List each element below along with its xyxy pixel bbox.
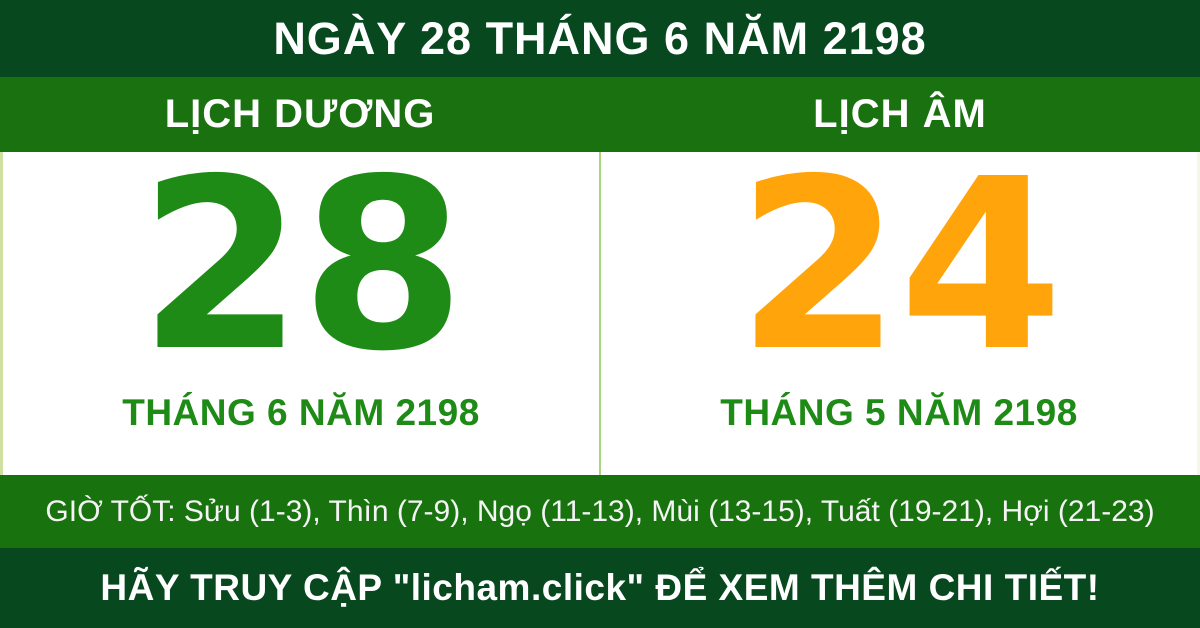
solar-day-number: 28 — [138, 152, 465, 403]
lunar-calendar-label: LỊCH ÂM — [813, 92, 987, 136]
footer-text: HÃY TRUY CẬP "licham.click" ĐỂ XEM THÊM … — [100, 567, 1100, 608]
solar-month-year: THÁNG 6 NĂM 2198 — [122, 392, 480, 433]
footer-banner: HÃY TRUY CẬP "licham.click" ĐỂ XEM THÊM … — [0, 548, 1200, 628]
good-hours-bar: GIỜ TỐT: Sửu (1-3), Thìn (7-9), Ngọ (11-… — [0, 475, 1200, 548]
date-banner: NGÀY 28 THÁNG 6 NĂM 2198 — [0, 0, 1200, 77]
calendar-type-band: LỊCH DƯƠNG LỊCH ÂM — [0, 77, 1200, 152]
good-hours-text: GIỜ TỐT: Sửu (1-3), Thìn (7-9), Ngọ (11-… — [45, 494, 1155, 528]
lunar-panel: 24 THÁNG 5 NĂM 2198 — [601, 152, 1197, 475]
lunar-day-number: 24 — [736, 152, 1063, 403]
solar-calendar-label: LỊCH DƯƠNG — [164, 92, 436, 136]
panel-divider — [599, 152, 601, 475]
solar-panel: 28 THÁNG 6 NĂM 2198 — [3, 152, 599, 475]
date-banner-title: NGÀY 28 THÁNG 6 NĂM 2198 — [273, 12, 927, 64]
lunar-month-year: THÁNG 5 NĂM 2198 — [720, 392, 1078, 433]
day-panels: 28 THÁNG 6 NĂM 2198 24 THÁNG 5 NĂM 2198 — [0, 152, 1200, 475]
